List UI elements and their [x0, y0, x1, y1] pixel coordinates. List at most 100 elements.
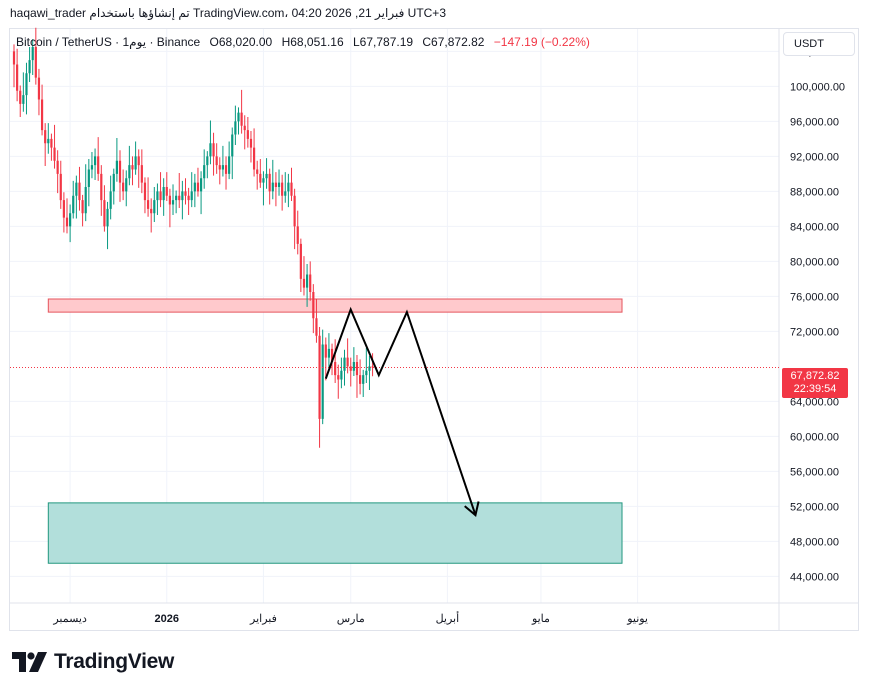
candle-body — [221, 165, 225, 170]
candle-body — [112, 173, 115, 192]
candle-body — [243, 125, 246, 131]
candle-body — [355, 362, 359, 376]
candle-body — [346, 357, 349, 367]
candle-body — [265, 173, 268, 179]
candle-body — [69, 213, 72, 227]
resistance-zone — [47, 298, 623, 313]
candle-body — [19, 90, 22, 104]
time-tick-label: ديسمبر — [52, 613, 87, 625]
candle-body — [321, 344, 324, 419]
candle-body — [37, 77, 41, 100]
candle-body — [228, 156, 231, 174]
price-tick-label: 88,000.00 — [790, 186, 839, 198]
tradingview-logo[interactable]: TradingView — [12, 650, 174, 674]
candle-body — [106, 208, 109, 227]
candle-body — [181, 191, 184, 201]
time-tick-label: يونيو — [626, 613, 648, 625]
candle-body — [362, 375, 365, 384]
candle-body — [262, 178, 265, 183]
candle-body — [171, 200, 175, 205]
published-info: تم إنشاؤها باستخدام TradingView.com، 04:… — [89, 6, 446, 20]
price-tick-label: 84,000.00 — [790, 221, 839, 233]
candle-body — [168, 195, 171, 205]
candle-body — [187, 195, 190, 201]
candle-body — [365, 370, 368, 376]
candle-body — [305, 274, 309, 288]
candle-body — [334, 362, 337, 376]
candle-body — [12, 51, 16, 65]
candle-body — [240, 112, 243, 126]
candle-body — [78, 182, 81, 201]
candle-body — [371, 366, 374, 368]
candle-body — [327, 348, 331, 358]
candle-body — [134, 156, 137, 170]
time-tick-label: أبريل — [436, 611, 460, 625]
candle-body — [368, 366, 371, 371]
candle-body — [159, 191, 162, 201]
candle-body — [318, 335, 321, 419]
candle-body — [28, 60, 31, 74]
candle-body — [352, 362, 355, 371]
candle-body — [224, 165, 228, 174]
candle-body — [290, 182, 293, 196]
logo-text: TradingView — [54, 650, 175, 673]
candle-body — [330, 348, 334, 362]
candle-body — [337, 375, 340, 380]
candle-body — [340, 370, 343, 380]
currency-button[interactable]: USDT — [783, 32, 855, 56]
candle-body — [125, 178, 128, 192]
candle-body — [137, 156, 140, 166]
candle-body — [268, 173, 271, 192]
candle-body — [206, 156, 209, 166]
price-tick-label: 44,000.00 — [790, 571, 839, 583]
projection-path — [324, 306, 477, 516]
candle-body — [231, 134, 234, 157]
candle-body — [122, 182, 125, 192]
candle-body — [90, 165, 94, 170]
candle-body — [72, 195, 75, 214]
candle-body — [309, 274, 312, 292]
candle-body — [140, 165, 143, 183]
candle-body — [162, 187, 165, 201]
candle-body — [246, 130, 249, 139]
candle-body — [153, 200, 156, 214]
last-price-label: 67,872.82 22:39:54 — [782, 368, 848, 398]
candle-body — [178, 195, 181, 201]
candle-body — [16, 64, 19, 91]
candle-body — [218, 165, 221, 170]
projection-arrowhead — [464, 501, 480, 517]
price-tick-label: 52,000.00 — [790, 501, 839, 513]
candle-body — [193, 182, 196, 192]
candle-body — [315, 318, 318, 336]
candle-body — [56, 160, 59, 174]
high-value: H68,051.16 — [281, 35, 344, 49]
candle-body — [237, 112, 240, 122]
candle-body — [75, 182, 78, 196]
price-tick-label: 56,000.00 — [790, 466, 839, 478]
price-tick-label: 92,000.00 — [790, 151, 839, 163]
candle-body — [274, 182, 278, 187]
candle-body — [62, 200, 65, 218]
candle-body — [299, 243, 302, 279]
candle-body — [143, 182, 147, 201]
candle-body — [296, 226, 299, 244]
candle-body — [175, 195, 178, 201]
time-tick-label: مارس — [337, 613, 365, 625]
time-tick-label: فبراير — [249, 613, 277, 625]
price-tick-label: 48,000.00 — [790, 536, 839, 548]
bar-countdown: 22:39:54 — [793, 383, 837, 395]
candle-body — [131, 165, 134, 170]
chart-header: haqawi_trader تم إنشاؤها باستخدام Tradin… — [10, 6, 446, 20]
candle-body — [284, 191, 287, 196]
candle-body — [277, 182, 281, 187]
candle-body — [97, 156, 100, 174]
candle-body — [184, 191, 187, 196]
tradingview-logo-icon — [12, 652, 47, 672]
candle-body — [118, 160, 122, 183]
candle-body — [150, 208, 153, 214]
candle-body — [293, 195, 296, 227]
candle-body — [65, 217, 69, 227]
time-tick-label: 2026 — [155, 613, 179, 625]
candle-body — [44, 130, 47, 144]
